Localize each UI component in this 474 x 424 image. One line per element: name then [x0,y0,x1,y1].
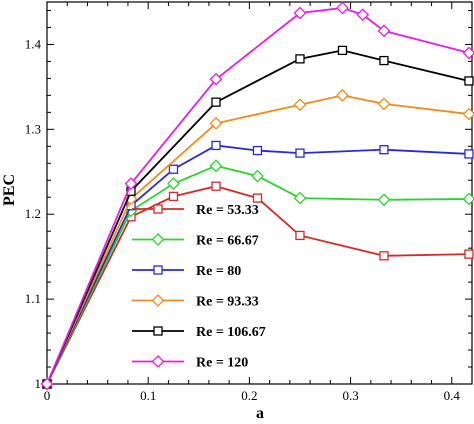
legend-marker [151,233,165,246]
legend-label: Re = 53.33 [196,203,259,218]
data-point [379,55,389,66]
data-point [168,164,179,174]
data-point [377,24,391,38]
data-point [168,191,179,202]
legend-marker [153,204,163,214]
y-tick-label: 1.4 [25,36,42,51]
data-point [462,107,474,121]
data-point [293,98,307,112]
legend-item: Re = 66.67 [132,233,259,249]
legend-label: Re = 66.67 [196,234,259,249]
data-point [336,88,349,102]
data-point [379,145,389,155]
data-point [209,72,223,86]
data-point [295,148,305,158]
x-axis-title: a [256,405,264,422]
data-point [293,6,307,20]
data-point [40,377,54,391]
data-point [462,46,474,60]
plot-frame [46,1,473,385]
x-tick-label: 0.1 [140,388,156,403]
legend-label: Re = 93.33 [196,295,259,310]
series-6 [40,1,474,391]
x-tick-label: 0.3 [342,388,358,403]
series-line [46,185,469,385]
legend-item: Re = 80 [132,264,241,279]
y-axis-title: PEC [1,174,18,206]
x-tick-label: 0 [44,388,51,403]
data-point [251,169,264,183]
legend-label: Re = 120 [196,356,248,371]
legend-item: Re = 53.33 [132,203,259,218]
data-point [252,193,263,203]
data-point [462,192,474,206]
data-point [124,177,138,191]
legend-label: Re = 106.67 [196,325,266,340]
data-point [464,149,474,159]
data-point [211,97,221,107]
x-tick-label: 0.2 [241,388,257,403]
y-tick-label: 1.2 [25,206,41,221]
data-point [209,116,223,130]
series-line [46,144,470,385]
legend-marker [153,265,163,275]
legend-item: Re = 106.67 [132,325,266,340]
legend-item: Re = 120 [132,355,248,371]
legend: Re = 53.33 Re = 66.67 Re = 80 Re = 93.33 Re … [132,203,266,371]
series-5 [42,45,474,389]
data-point [211,140,221,151]
series-layer [40,1,474,391]
data-point [252,145,263,156]
data-point [379,251,389,261]
data-point [337,45,348,56]
data-point [295,54,305,64]
series-line [46,164,469,385]
series-2 [40,159,474,391]
data-point [211,181,221,191]
data-point [336,1,349,15]
y-tick-label: 1.3 [25,121,41,136]
legend-label: Re = 80 [196,264,241,279]
data-point [356,8,370,22]
data-point [293,191,307,205]
data-point [464,249,474,259]
legend-item: Re = 93.33 [132,294,259,310]
y-tick-label: 1.1 [25,291,41,306]
legend-marker [153,326,163,336]
legend-marker [151,294,165,307]
data-point [167,177,180,191]
data-point [295,230,305,241]
x-tick-label: 0.4 [444,388,461,403]
data-point [464,76,474,86]
data-point [209,159,223,173]
data-point [377,193,391,207]
legend-marker [151,355,165,368]
data-point [377,97,391,111]
axes: 0 0.1 0.2 0.3 0.4 1 1.1 1.2 1.3 1.4 [25,1,473,403]
y-tick-label: 1 [35,376,42,391]
series-3 [42,140,474,389]
